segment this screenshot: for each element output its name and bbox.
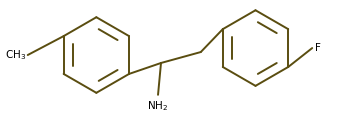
Text: F: F <box>315 43 321 53</box>
Text: NH$_2$: NH$_2$ <box>147 99 169 113</box>
Text: CH$_3$: CH$_3$ <box>5 48 26 62</box>
